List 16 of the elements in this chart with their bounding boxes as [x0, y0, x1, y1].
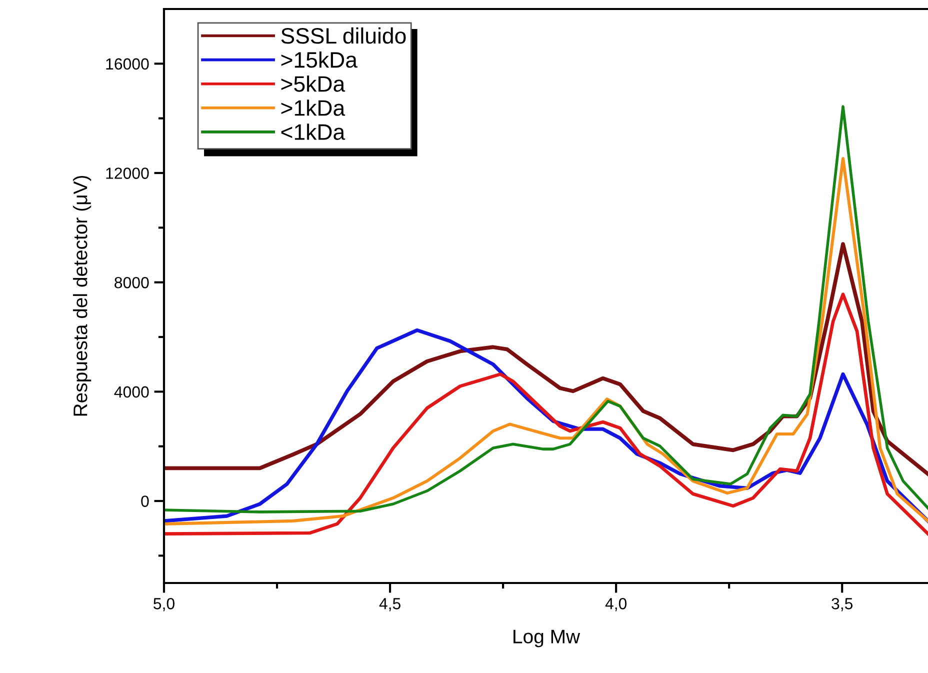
legend-label: >15kDa — [281, 51, 358, 68]
y-tick-label: 0 — [141, 496, 149, 507]
y-axis-title: Respuesta del detector (μV) — [72, 176, 92, 416]
y-tick-label: 4000 — [114, 386, 149, 398]
y-tick-label: 8000 — [114, 276, 149, 288]
x-tick-label: 5,0 — [154, 598, 174, 612]
legend-label: >1kDa — [281, 100, 346, 116]
y-tick-label: 12000 — [106, 168, 149, 179]
x-tick-label: 4,0 — [605, 598, 627, 612]
x-tick-label: 4,5 — [379, 598, 400, 612]
x-tick-label: 3,5 — [832, 598, 853, 612]
legend-label: <1kDa — [281, 124, 346, 140]
legend-label: >5kDa — [281, 76, 346, 92]
x-axis-title: Log Mw — [514, 630, 580, 648]
y-tick-label: 16000 — [106, 58, 149, 70]
legend-label: SSSL diluido — [281, 27, 406, 44]
